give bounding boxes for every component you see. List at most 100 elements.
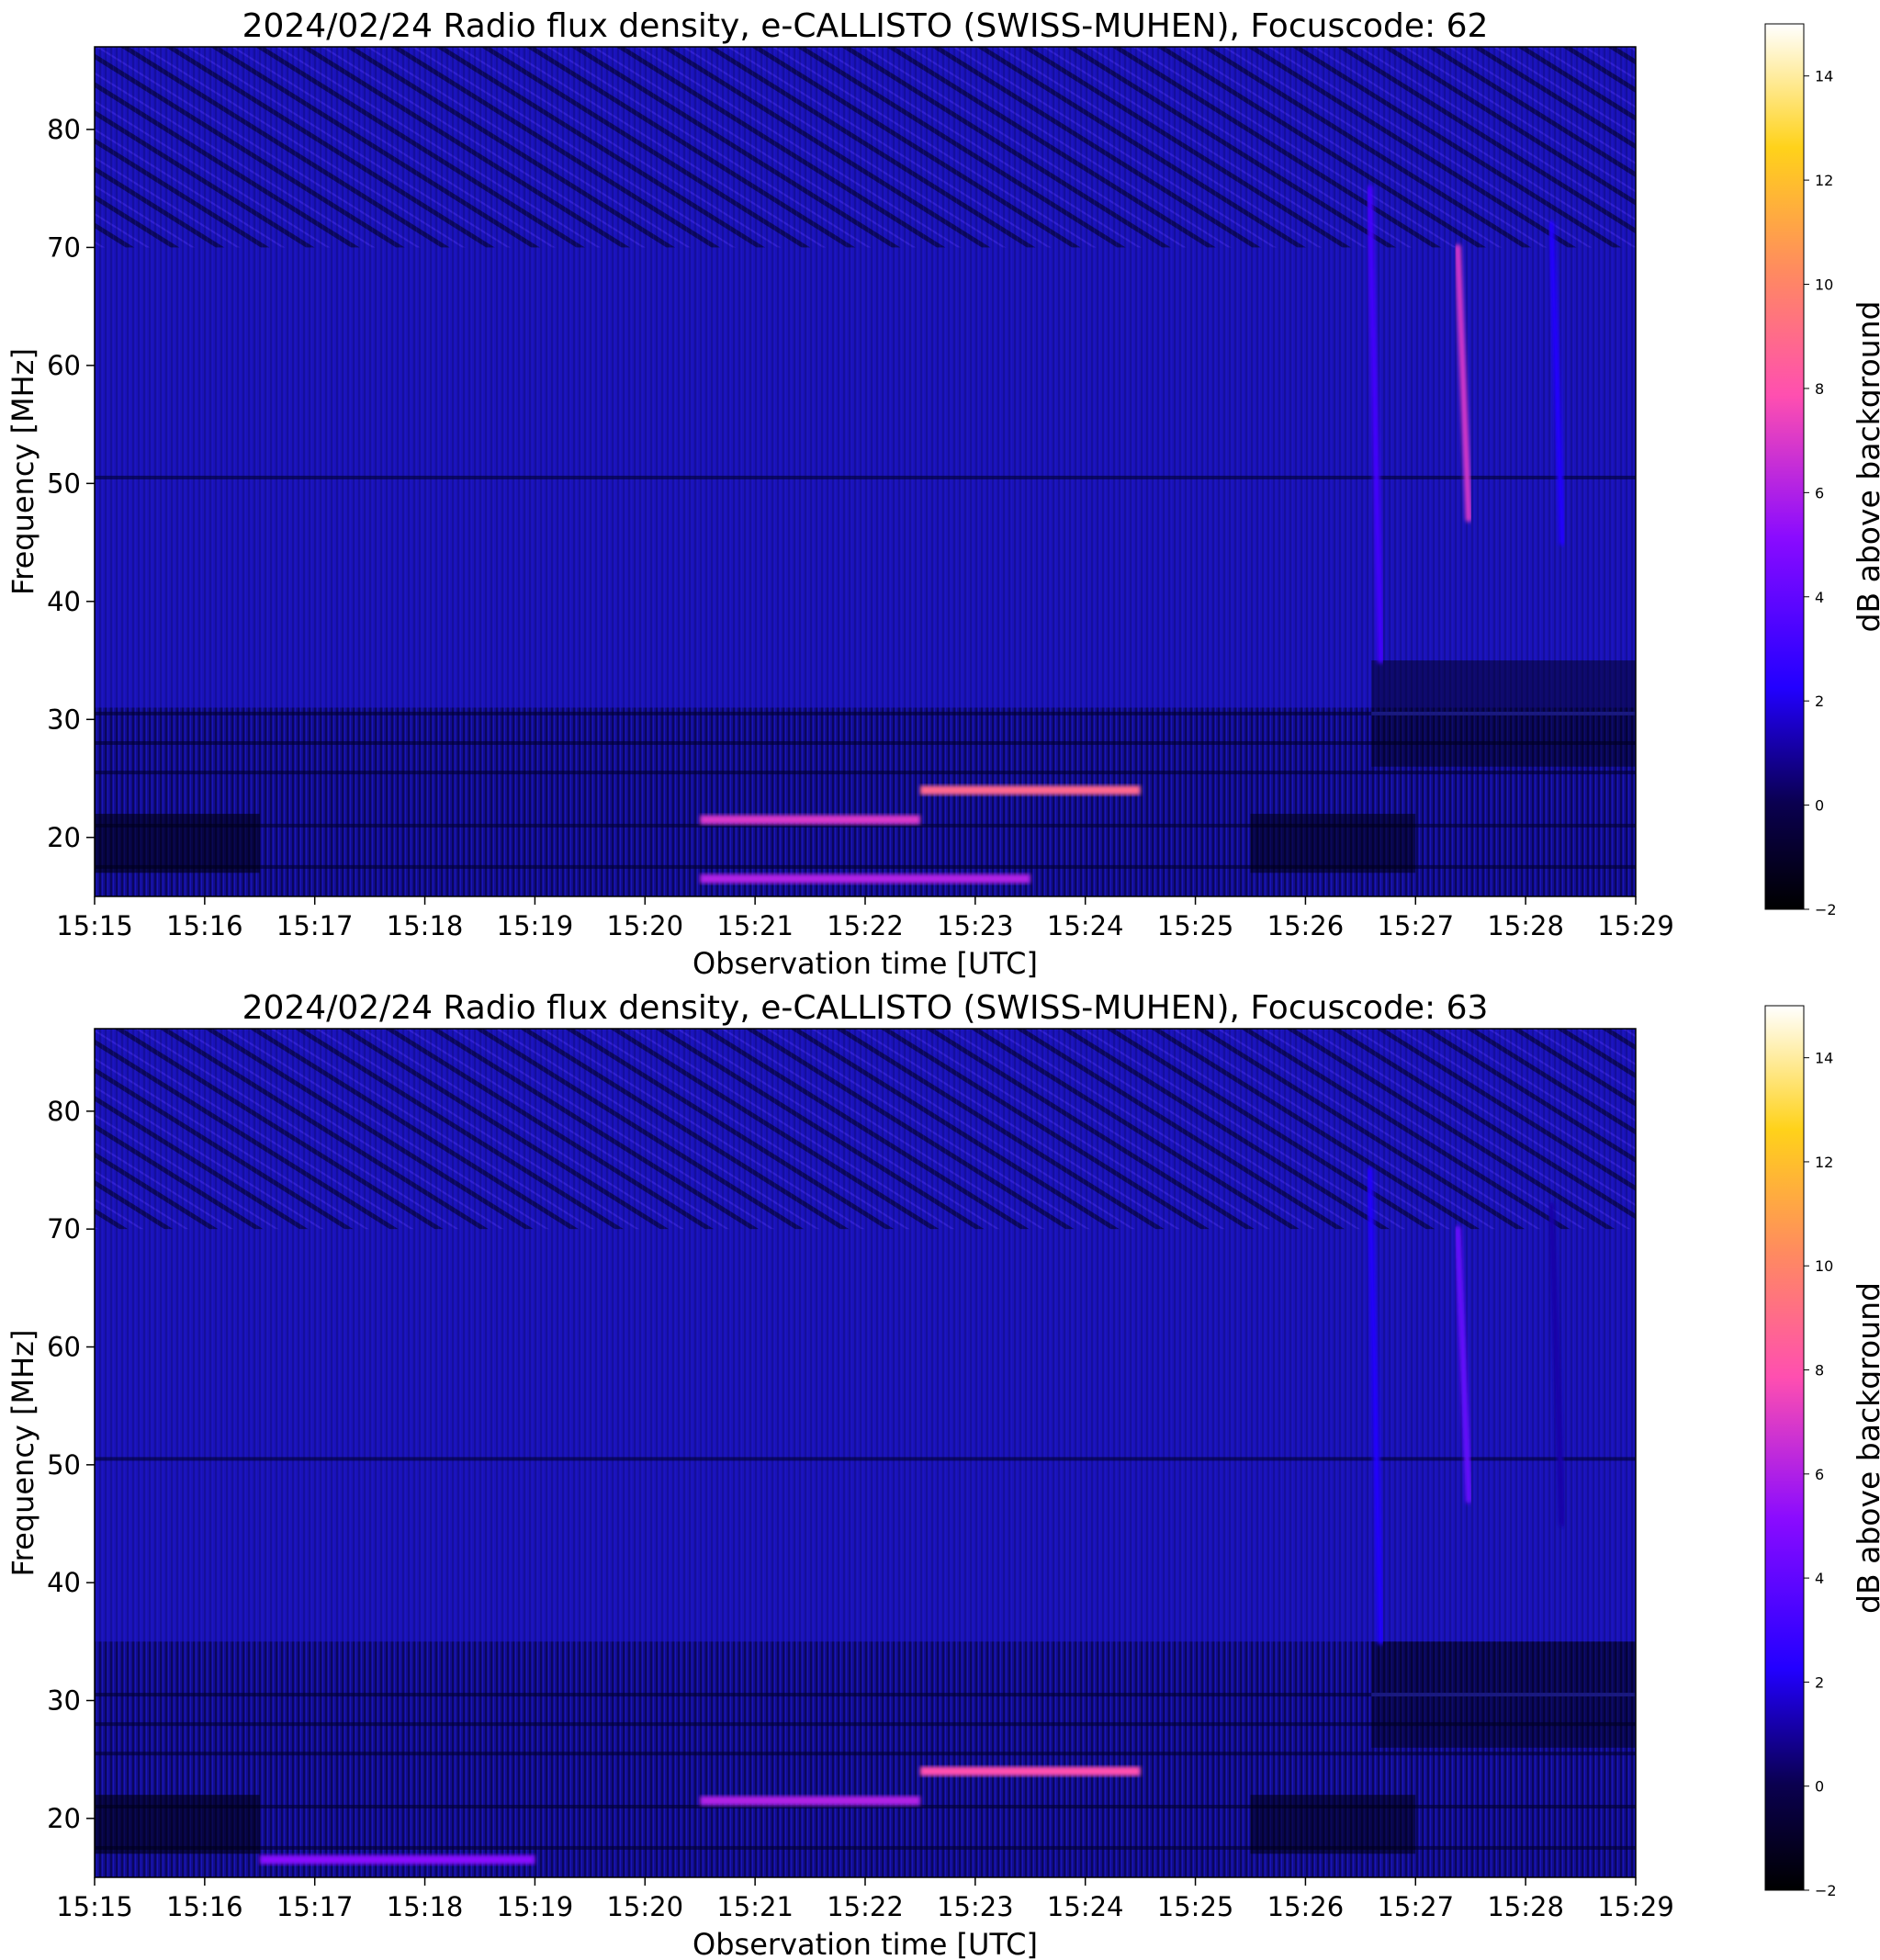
x-tick-label: 15:15 <box>56 1891 133 1922</box>
x-tick-label: 15:19 <box>497 910 574 941</box>
x-tick-label: 15:28 <box>1487 910 1564 941</box>
x-tick-label: 15:25 <box>1157 910 1234 941</box>
x-tick-label: 15:29 <box>1597 910 1674 941</box>
x-tick-label: 15:26 <box>1267 1891 1345 1922</box>
y-tick-label: 30 <box>47 704 81 735</box>
dark-patch <box>1250 1795 1416 1854</box>
colorbar-tick-label: −2 <box>1815 901 1837 918</box>
type-iii-burst <box>1548 220 1566 546</box>
colorbar-tick-label: 0 <box>1815 797 1824 815</box>
x-tick-label: 15:20 <box>606 910 683 941</box>
colorbar: −2 0 2 4 6 8 10 12 14 dB above background <box>1764 23 1880 918</box>
type-iii-burst <box>1454 1225 1472 1504</box>
narrowband-emission <box>700 873 1030 884</box>
x-tick-label: 15:24 <box>1047 910 1124 941</box>
spectrogram-panel-1: 2024/02/24 Radio flux density, e-CALLIST… <box>6 7 1880 981</box>
interference-line <box>95 740 1636 745</box>
x-tick-label: 15:15 <box>56 910 133 941</box>
colorbar-tick-label: 12 <box>1815 1154 1833 1171</box>
spectrogram-image <box>95 47 1636 896</box>
x-tick-label: 15:18 <box>387 1891 464 1922</box>
colorbar-tick-label: 6 <box>1815 484 1824 501</box>
colorbar-label: dB above background <box>1851 301 1880 633</box>
colorbar-label: dB above background <box>1851 1282 1880 1614</box>
y-tick-label: 50 <box>47 467 81 499</box>
spectrogram-panel-2: 2024/02/24 Radio flux density, e-CALLIST… <box>6 989 1880 1960</box>
x-tick-label: 15:17 <box>276 1891 354 1922</box>
chart-title: 2024/02/24 Radio flux density, e-CALLIST… <box>242 7 1489 45</box>
narrowband-emission <box>919 1766 1141 1776</box>
y-tick-label: 50 <box>47 1449 81 1481</box>
colorbar-tick-label: 4 <box>1815 1570 1824 1587</box>
x-tick-label: 15:21 <box>716 1891 794 1922</box>
colorbar-tick-label: 14 <box>1815 68 1833 85</box>
y-tick-label: 30 <box>47 1685 81 1717</box>
interference-line <box>1371 711 1636 715</box>
colorbar-gradient <box>1764 1005 1805 1891</box>
dark-patch <box>1371 660 1636 767</box>
colorbar-tick-label: 4 <box>1815 589 1824 606</box>
x-tick-label: 15:18 <box>387 910 464 941</box>
narrowband-emission <box>700 1796 920 1806</box>
time-stripes <box>95 47 1636 896</box>
interference-line <box>95 823 1636 828</box>
colorbar-tick-label: −2 <box>1815 1882 1837 1899</box>
narrowband-emission <box>259 1854 535 1864</box>
interference-line <box>95 1693 1636 1697</box>
colorbar-tick-label: 10 <box>1815 1257 1833 1275</box>
interference-line <box>95 1845 1636 1850</box>
colorbar-tick-label: 8 <box>1815 380 1824 398</box>
interference-line <box>1371 1693 1636 1697</box>
y-axis-label: Frequency [MHz] <box>6 1330 40 1577</box>
colorbar-tick-label: 8 <box>1815 1362 1824 1380</box>
x-tick-label: 15:26 <box>1267 910 1345 941</box>
y-tick-label: 20 <box>47 822 81 853</box>
x-tick-label: 15:24 <box>1047 1891 1124 1922</box>
type-iii-burst <box>1548 1202 1566 1527</box>
type-iii-burst <box>1366 1166 1384 1645</box>
narrowband-emission <box>700 815 920 825</box>
interference-line <box>95 475 1636 479</box>
x-tick-label: 15:28 <box>1487 1891 1564 1922</box>
y-tick-label: 60 <box>47 1332 81 1363</box>
x-tick-label: 15:16 <box>166 910 243 941</box>
narrowband-emission <box>919 785 1141 795</box>
y-tick-label: 40 <box>47 1567 81 1598</box>
spectrogram-image <box>95 1029 1636 1877</box>
colorbar: −2 0 2 4 6 8 10 12 14 dB above background <box>1764 1005 1880 1899</box>
colorbar-gradient <box>1764 23 1805 910</box>
x-tick-label: 15:21 <box>716 910 794 941</box>
y-tick-label: 60 <box>47 350 81 381</box>
dark-patch <box>1250 814 1416 873</box>
y-tick-label: 80 <box>47 1096 81 1127</box>
colorbar-tick-label: 10 <box>1815 276 1833 294</box>
x-axis-label: Observation time [UTC] <box>692 1927 1038 1960</box>
y-tick-label: 70 <box>47 231 81 263</box>
x-axis-label: Observation time [UTC] <box>692 946 1038 981</box>
y-tick-label: 70 <box>47 1213 81 1245</box>
colorbar-tick-label: 0 <box>1815 1778 1824 1796</box>
x-tick-label: 15:27 <box>1377 910 1454 941</box>
type-iii-burst <box>1454 243 1472 523</box>
y-tick-label: 40 <box>47 586 81 617</box>
interference-line <box>95 711 1636 715</box>
x-tick-label: 15:23 <box>937 910 1014 941</box>
x-tick-label: 15:19 <box>497 1891 574 1922</box>
interference-line <box>95 1805 1636 1808</box>
interference-line <box>95 864 1636 869</box>
dark-patch <box>1371 1641 1636 1748</box>
x-tick-label: 15:25 <box>1157 1891 1234 1922</box>
interference-line <box>95 771 1636 775</box>
time-stripes <box>95 1029 1636 1877</box>
colorbar-tick-label: 14 <box>1815 1050 1833 1067</box>
colorbar-tick-label: 12 <box>1815 172 1833 189</box>
dark-patch <box>95 814 260 873</box>
y-tick-label: 20 <box>47 1803 81 1834</box>
x-tick-label: 15:17 <box>276 910 354 941</box>
interference-line <box>95 1457 1636 1461</box>
y-tick-label: 80 <box>47 114 81 145</box>
x-tick-label: 15:29 <box>1597 1891 1674 1922</box>
x-tick-label: 15:22 <box>827 1891 904 1922</box>
x-tick-label: 15:22 <box>827 910 904 941</box>
